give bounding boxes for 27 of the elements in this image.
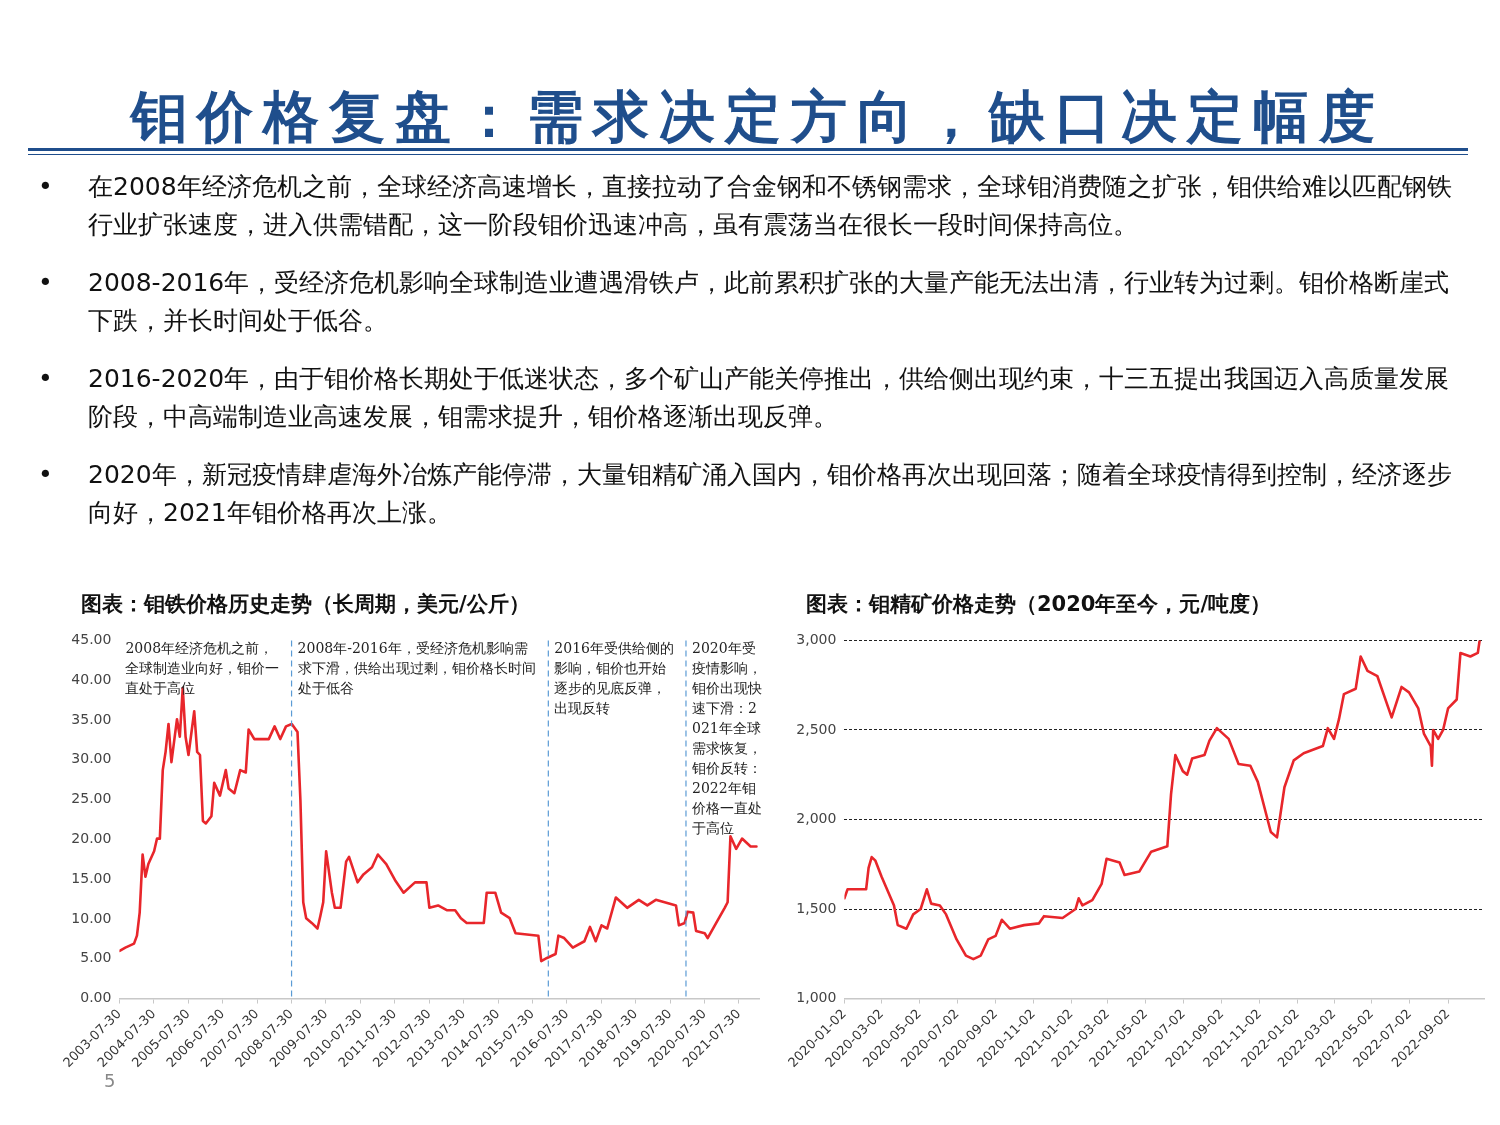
y-tick-label: 1,500 <box>796 899 837 916</box>
text: • 2008-2016年，受经济危机影响全球制造业遭遇滑铁卢，此前累积扩张的大量产能无法出清，行业转为过剩。钼价格断崖式下跌，并长时间处于低谷。 <box>38 267 1451 337</box>
y-tick-label: 15.00 <box>71 869 112 886</box>
text: • 2016-2020年，由于钼价格长期处于低迷状态，多个矿山产能关停推出，供给侧出现约束，十三五提出我国迈入高质量发展阶段，中高端制造业高速发展，钼需求提升，钼价格逐渐出现反弹。 <box>38 363 1451 433</box>
y-tick-label: 2,500 <box>796 720 837 737</box>
y-tick-label: 25.00 <box>71 790 112 807</box>
y-tick-label: 3,000 <box>796 631 837 648</box>
text: • 在2008年经济危机之前，全球经济高速增长，直接拉动了合金钢和不锈钢需求，全球钼消费随之扩张，钼供给难以匹配钢铁行业扩张速度，进入供需错配，这一阶段钼价迅速冲高，虽有震荡当在很长一段时间保持高位。 <box>38 171 1453 241</box>
text: 钼价格复盘：需求决定方向，缺口决定幅度 <box>128 83 1386 151</box>
y-tick-label: 1,000 <box>796 989 837 1006</box>
y-tick-label: 30.00 <box>71 750 112 767</box>
text: 2020年受疫情影响，钼价出现快速下滑：2021年全球需求恢复，钼价反转：2022年钼价格一直处于高位 <box>691 640 762 837</box>
y-tick-label: 45.00 <box>71 631 112 648</box>
chart-title: 图表：钼铁价格历史走势（长周期，美元/公斤） <box>80 591 531 618</box>
annotation: 2008年-2016年，受经济危机影响需求下滑，供给出现过剩，钼价格长时间处于低谷 <box>297 640 536 697</box>
annotation: 2008年经济危机之前，全球制造业向好，钼价一直处于高位 <box>125 640 280 697</box>
y-tick-label: 2,000 <box>796 810 837 827</box>
text: 5 <box>104 1070 116 1091</box>
y-tick-label: 5.00 <box>80 949 112 966</box>
y-tick-label: 40.00 <box>71 670 112 687</box>
y-tick-label: 20.00 <box>71 830 112 847</box>
chart-title: 图表：钼精矿价格走势（2020年至今，元/吨度） <box>805 591 1273 618</box>
y-tick-label: 0.00 <box>80 989 112 1006</box>
text: • 2020年，新冠疫情肆虐海外冶炼产能停滞，大量钼精矿涌入国内，钼价格再次出现回落；随着全球疫情得到控制，经济逐步向好，2021年钼价格再次上涨。 <box>38 459 1453 529</box>
y-tick-label: 35.00 <box>71 710 112 727</box>
y-tick-label: 10.00 <box>71 909 112 926</box>
annotation: 2016年受供给侧的影响，钼价也开始逐步的见底反弹，出现反转 <box>554 640 674 717</box>
